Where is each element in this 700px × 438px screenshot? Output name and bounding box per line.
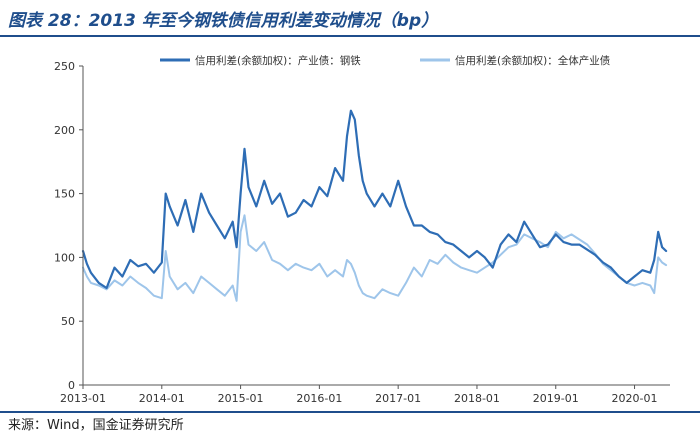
source-note: 来源：Wind，国金证券研究所 [8, 418, 184, 433]
x-tick-label: 2013-01 [60, 392, 106, 405]
y-tick-label: 250 [54, 60, 75, 73]
series-line-all-industrial [82, 214, 668, 302]
y-tick-label: 150 [54, 188, 75, 201]
x-tick-label: 2014-01 [139, 392, 185, 405]
y-tick-label: 50 [61, 315, 75, 328]
legend: 信用利差(余额加权)：产业债：钢铁 信用利差(余额加权)：全体产业债 [160, 54, 610, 67]
x-tick-label: 2018-01 [454, 392, 500, 405]
y-tick-label: 0 [68, 379, 75, 392]
series-layer [81, 109, 668, 302]
x-axis-ticks: 2013-01 2014-01 2015-01 2016-01 2017-01 2018-… [60, 385, 658, 405]
series-line-steel [81, 109, 668, 290]
x-tick-label: 2020-01 [612, 392, 658, 405]
y-axis-ticks: 0 50 100 150 200 250 [54, 60, 83, 392]
chart-title: 图表 28：2013 年至今钢铁债信用利差变动情况（bp） [8, 11, 439, 31]
title-divider [0, 35, 700, 37]
x-tick-label: 2016-01 [296, 392, 342, 405]
x-tick-label: 2017-01 [375, 392, 421, 405]
y-tick-label: 100 [54, 251, 75, 264]
legend-label-all: 信用利差(余额加权)：全体产业债 [455, 54, 610, 67]
y-tick-label: 200 [54, 124, 75, 137]
x-tick-label: 2019-01 [533, 392, 579, 405]
legend-label-steel: 信用利差(余额加权)：产业债：钢铁 [195, 54, 361, 67]
line-chart: 信用利差(余额加权)：产业债：钢铁 信用利差(余额加权)：全体产业债 0 50 10… [54, 54, 670, 405]
x-tick-label: 2015-01 [218, 392, 264, 405]
source-divider [0, 411, 700, 413]
